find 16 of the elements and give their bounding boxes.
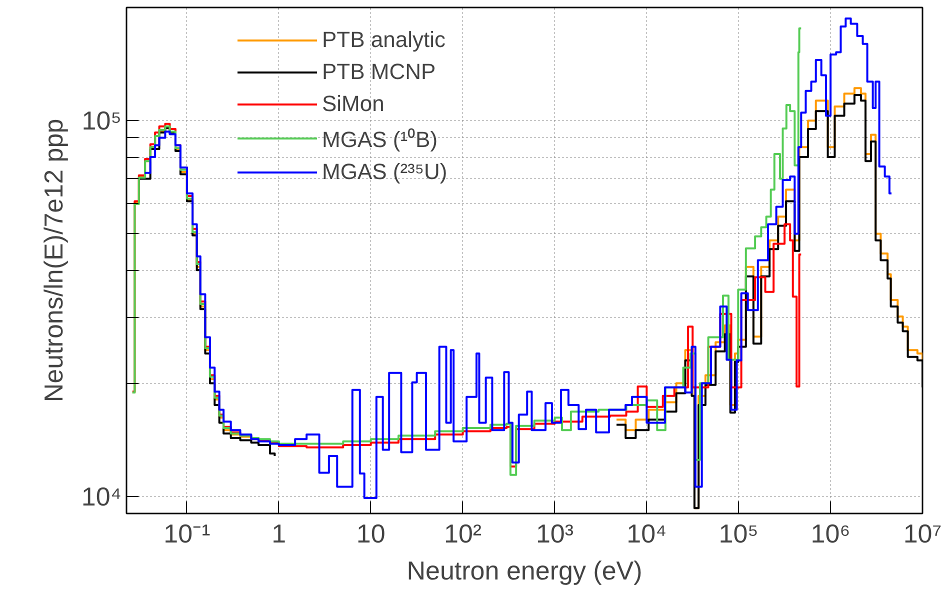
legend-label: MGAS (¹⁰B) [322,126,438,153]
x-axis-title: Neutron energy (eV) [406,556,642,586]
x-tick-label: 10⁴ [626,518,667,548]
legend-label: MGAS (²³⁵U) [322,159,448,185]
x-tick-label: 10² [444,518,482,548]
y-axis-title: Neutrons/ln(E)/7e12 ppp [38,118,68,402]
x-tick-label: 10⁶ [810,518,850,548]
legend-label: PTB analytic [322,27,446,53]
x-tick-label: 10 [356,518,386,548]
x-tick-label: 10³ [536,518,574,548]
legend-label: SiMon [322,91,384,117]
x-tick-label: 10⁷ [903,518,942,548]
x-tick-label: 10⁵ [718,518,758,548]
legend-label: PTB MCNP [322,59,436,85]
x-tick-label: 1 [272,518,286,548]
x-tick-label: 10⁻¹ [164,518,211,548]
